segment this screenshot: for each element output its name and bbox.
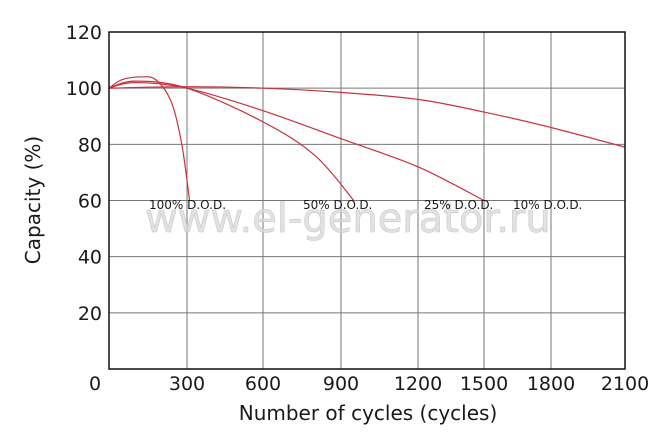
curve-10-d-o-d (108, 86, 626, 148)
y-tick-label: 40 (78, 247, 102, 269)
x-tick-label: 2100 (601, 373, 649, 395)
x-tick-label: 0 (89, 373, 101, 395)
x-tick-label: 1800 (527, 373, 575, 395)
y-tick-label: 20 (78, 303, 102, 325)
y-tick-label: 120 (66, 22, 102, 44)
curve-25-d-o-d (108, 81, 485, 202)
curve-label: 100% D.O.D. (149, 198, 226, 212)
x-tick-label: 300 (169, 373, 205, 395)
y-axis-title: Capacity (%) (21, 136, 45, 264)
x-tick-label: 1500 (460, 373, 508, 395)
y-tick-label: 60 (78, 191, 102, 213)
plot-frame (108, 31, 626, 370)
y-tick-labels: 20 40 60 80 100 120 (66, 22, 102, 325)
watermark-layer: www.el-generator.ru (145, 196, 551, 243)
curve-labels: 100% D.O.D. 50% D.O.D. 25% D.O.D. 10% D.O.D… (149, 198, 582, 212)
curve-label: 50% D.O.D. (303, 198, 372, 212)
y-tick-label: 100 (66, 78, 102, 100)
x-tick-label: 1200 (394, 373, 442, 395)
curve-label: 25% D.O.D. (424, 198, 493, 212)
x-tick-label: 900 (323, 373, 359, 395)
y-tick-label: 80 (78, 134, 102, 156)
x-tick-label: 600 (245, 373, 281, 395)
x-tick-labels: 0 300 600 900 1200 1500 1800 2100 (89, 373, 649, 395)
watermark-text: www.el-generator.ru (145, 196, 551, 242)
curve-50-d-o-d (108, 80, 355, 201)
x-axis-title: Number of cycles (cycles) (239, 401, 498, 425)
curve-label: 10% D.O.D. (513, 198, 582, 212)
curve-100-d-o-d (108, 76, 191, 201)
curves (108, 76, 626, 202)
